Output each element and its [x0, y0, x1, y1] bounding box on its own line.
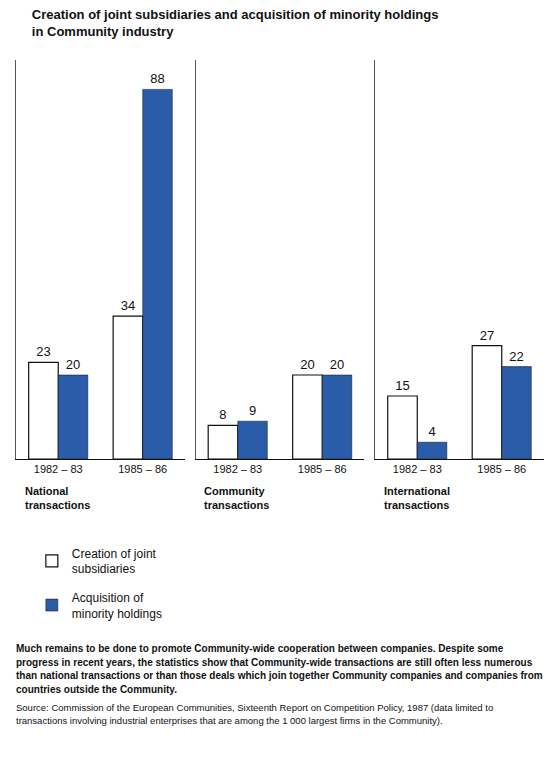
svg-text:Creation of jointsubsidiaries: Creation of jointsubsidiaries	[72, 547, 157, 577]
svg-text:Internationaltransactions: Internationaltransactions	[384, 485, 450, 511]
svg-text:Acquisition ofminority holding: Acquisition ofminority holdings	[72, 591, 162, 621]
svg-text:Communitytransactions: Communitytransactions	[204, 485, 269, 511]
svg-text:20: 20	[66, 357, 80, 372]
svg-text:20: 20	[330, 357, 344, 372]
svg-text:9: 9	[249, 403, 256, 418]
svg-text:Creation of joint subsidiaries: Creation of joint subsidiaries and acqui…	[32, 7, 439, 39]
svg-text:Nationaltransactions: Nationaltransactions	[25, 485, 90, 511]
svg-text:1985 – 86: 1985 – 86	[118, 463, 167, 475]
svg-text:27: 27	[480, 328, 494, 343]
svg-text:15: 15	[395, 378, 409, 393]
svg-text:34: 34	[121, 298, 135, 313]
svg-text:1982 – 83: 1982 – 83	[34, 463, 83, 475]
svg-text:1982 – 83: 1982 – 83	[393, 463, 442, 475]
html-text:Source: Commission of the Euro: Source: Commission of the European Commu…	[16, 702, 494, 726]
html-text:Much remains to be done to pro: Much remains to be done to promote Commu…	[16, 643, 543, 695]
svg-text:23: 23	[36, 344, 50, 359]
svg-text:1985 – 86: 1985 – 86	[477, 463, 526, 475]
svg-text:1985 – 86: 1985 – 86	[298, 463, 347, 475]
svg-text:22: 22	[509, 349, 523, 364]
svg-text:20: 20	[300, 357, 314, 372]
svg-text:8: 8	[219, 407, 226, 422]
svg-text:88: 88	[150, 71, 164, 86]
svg-text:4: 4	[428, 424, 435, 439]
svg-text:1982 – 83: 1982 – 83	[213, 463, 262, 475]
